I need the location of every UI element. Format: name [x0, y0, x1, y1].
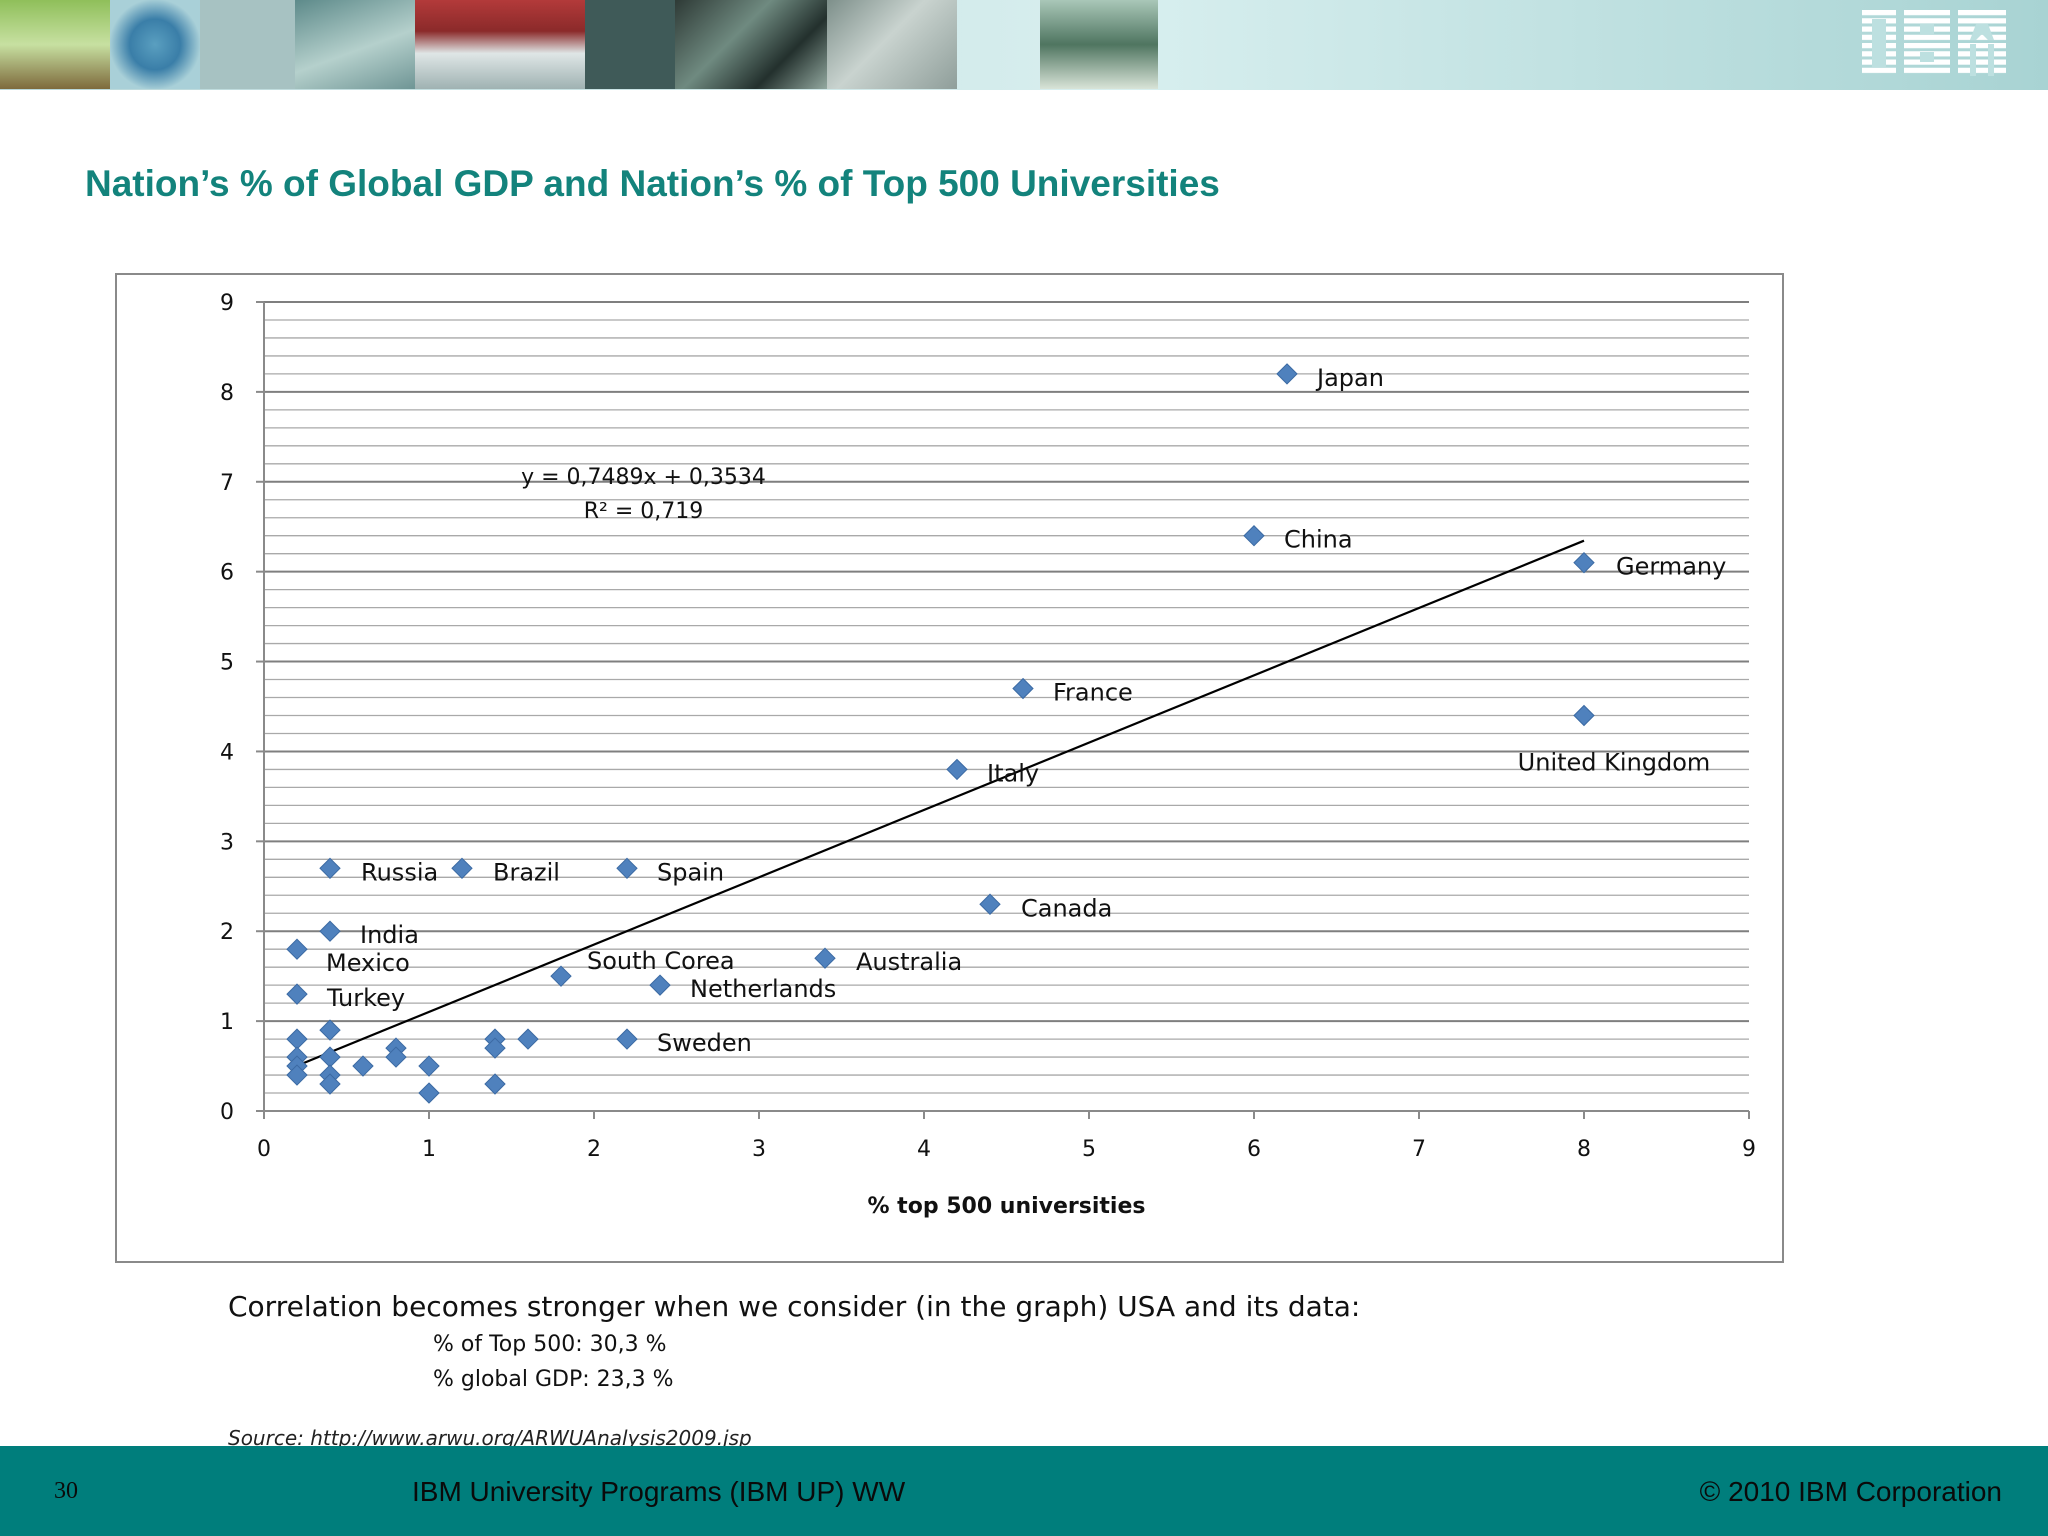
data-point-marker: [286, 1028, 308, 1050]
x-tick-label: 0: [257, 1137, 271, 1162]
data-point-marker: [814, 947, 836, 969]
data-point-marker: [1243, 525, 1265, 547]
data-point-marker: [451, 857, 473, 880]
data-point-marker: [1573, 551, 1595, 574]
tree-photo: [0, 0, 110, 89]
data-point-marker: [352, 1055, 374, 1077]
footer-copyright: © 2010 IBM Corporation: [1699, 1476, 2002, 1507]
data-point-marker: [319, 1019, 341, 1041]
point-label: Russia: [361, 858, 438, 886]
data-point-marker: [517, 1028, 539, 1050]
point-label: Sweden: [657, 1029, 752, 1057]
usa-gdp-value: % global GDP: 23,3 %: [433, 1367, 674, 1392]
y-tick-label: 4: [220, 740, 234, 765]
usa-top500-value: % of Top 500: 30,3 %: [433, 1332, 667, 1357]
point-label: Italy: [987, 759, 1039, 787]
y-tick-label: 1: [220, 1010, 234, 1035]
y-tick-labels: 0 1 2 3 4 5 6 7 8 9: [220, 291, 264, 1125]
globe-diagram-photo: [110, 0, 200, 89]
trendline-r2: R² = 0,719: [584, 499, 704, 524]
data-points: [286, 363, 1595, 1104]
point-label: South Corea: [587, 947, 735, 975]
hand-device-photo: [1040, 0, 1158, 89]
data-point-marker: [286, 1064, 308, 1086]
x-tick-label: 3: [752, 1137, 766, 1162]
data-point-marker: [418, 1055, 440, 1077]
y-tick-label: 5: [220, 651, 234, 676]
trendline-equation: y = 0,7489x + 0,3534: [521, 465, 766, 490]
y-tick-label: 0: [220, 1100, 234, 1125]
footer-program: IBM University Programs (IBM UP) WW: [412, 1476, 906, 1507]
x-axis-title: % top 500 universities: [867, 1194, 1145, 1219]
slide-title: Nation’s % of Global GDP and Nation’s % …: [85, 163, 1220, 204]
point-label: Netherlands: [690, 975, 836, 1003]
x-tick-label: 9: [1742, 1137, 1756, 1162]
point-label: Germany: [1616, 553, 1726, 581]
page-number: 30: [54, 1478, 78, 1504]
correlation-note: Correlation becomes stronger when we con…: [228, 1290, 1361, 1323]
x-tick-label: 2: [587, 1137, 601, 1162]
point-label: United Kingdom: [1518, 748, 1711, 776]
x-tick-labels: 0 1 2 3 4 5 6 7 8 9: [257, 1111, 1756, 1162]
x-tick-label: 5: [1082, 1137, 1096, 1162]
y-tick-label: 3: [220, 830, 234, 855]
y-tick-label: 9: [220, 291, 234, 316]
house-photo: [415, 0, 585, 89]
scatter-chart: 0 1 2 3 4 5 6 7 8 9 0 1 2 3 4 5 6 7 8 9 Japan China Germany F…: [220, 291, 1756, 1219]
data-point-marker: [1012, 677, 1034, 700]
data-point-marker: [418, 1082, 440, 1104]
point-label: Turkey: [326, 984, 405, 1012]
data-point-marker: [286, 938, 308, 960]
y-tick-label: 8: [220, 381, 234, 406]
footer-bar: 30 IBM University Programs (IBM UP) WW ©…: [0, 1446, 2048, 1536]
point-label: China: [1284, 526, 1353, 554]
data-point-marker: [616, 1028, 638, 1050]
x-tick-label: 6: [1247, 1137, 1261, 1162]
data-point-marker: [616, 857, 638, 880]
data-point-marker: [484, 1073, 506, 1095]
point-label: Spain: [657, 858, 724, 886]
header-banner: [0, 0, 2048, 90]
point-labels: Japan China Germany France United Kingdom Ita…: [326, 364, 1726, 1057]
data-point-marker: [979, 893, 1001, 915]
point-label: Canada: [1021, 894, 1112, 922]
data-point-marker: [649, 974, 671, 996]
data-point-marker: [1573, 704, 1595, 727]
data-point-marker: [946, 758, 968, 781]
blank-panel: [200, 0, 295, 89]
y-tick-label: 7: [220, 471, 234, 496]
trendline: [296, 539, 1585, 1067]
point-label: Japan: [1315, 364, 1384, 392]
cables-photo: [295, 0, 415, 89]
data-point-marker: [286, 983, 308, 1005]
y-tick-label: 2: [220, 920, 234, 945]
axes: [263, 302, 1749, 1112]
data-point-marker: [1276, 363, 1298, 385]
dark-panel-photo: [585, 0, 675, 89]
data-point-marker: [319, 1073, 341, 1095]
city-aerial-photo: [675, 0, 827, 89]
data-point-marker: [550, 965, 572, 987]
x-tick-label: 7: [1412, 1137, 1426, 1162]
x-tick-label: 4: [917, 1137, 931, 1162]
data-point-marker: [319, 920, 341, 942]
data-point-marker: [319, 857, 341, 880]
y-tick-label: 6: [220, 561, 234, 586]
point-label: India: [360, 921, 419, 949]
point-label: France: [1053, 679, 1133, 707]
x-tick-label: 8: [1577, 1137, 1591, 1162]
data-point-marker: [385, 1046, 407, 1068]
data-point-marker: [484, 1037, 506, 1059]
circuit-map-photo: [827, 0, 957, 89]
point-label: Australia: [856, 948, 962, 976]
ibm-logo: [1862, 10, 2006, 76]
gridlines: [264, 301, 1749, 1094]
point-label: Mexico: [326, 949, 410, 977]
x-tick-label: 1: [422, 1137, 436, 1162]
point-label: Brazil: [493, 858, 560, 886]
